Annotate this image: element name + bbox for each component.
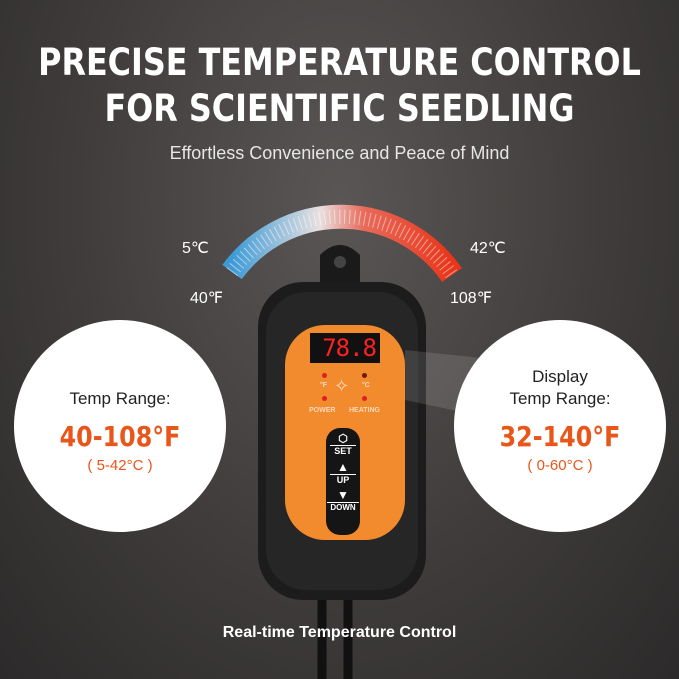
footer-caption: Real-time Temperature Control xyxy=(222,624,457,641)
sparkle-icon: ✧ xyxy=(334,376,350,396)
heating-led-icon xyxy=(362,396,367,401)
temperature-display: 78.8 xyxy=(310,333,380,363)
display-range-badge: Display Temp Range: 32-140°F ( 0-60°C ) xyxy=(454,320,666,532)
display-range-heading-1: Display xyxy=(532,367,588,386)
up-button[interactable]: ▲ UP xyxy=(326,456,360,485)
display-range-heading-2: Temp Range: xyxy=(509,389,611,408)
temp-range-celsius: ( 5-42°C ) xyxy=(87,457,153,474)
button-strip: ⬡ SET ▲ UP ▼ DOWN xyxy=(326,428,360,535)
f-indicator-led-icon xyxy=(322,373,327,378)
gauge-min-celsius: 5℃ xyxy=(182,240,209,257)
set-button[interactable]: ⬡ SET xyxy=(326,428,360,456)
gauge-min-fahrenheit: 40℉ xyxy=(190,290,224,307)
temp-range-value: 40-108°F xyxy=(59,420,181,453)
gauge-max-fahrenheit: 108℉ xyxy=(450,290,492,307)
c-indicator-led-icon xyxy=(362,373,367,378)
display-range-celsius: ( 0-60°C ) xyxy=(527,457,593,474)
display-range-value: 32-140°F xyxy=(499,420,621,453)
hexagon-icon: ⬡ xyxy=(338,433,348,445)
cable xyxy=(317,590,353,679)
unit-c-label: °C xyxy=(362,382,370,389)
temp-range-heading: Temp Range: xyxy=(69,389,171,408)
triangle-up-icon: ▲ xyxy=(337,460,349,474)
unit-f-label: °F xyxy=(320,382,328,389)
down-button[interactable]: ▼ DOWN xyxy=(326,485,360,512)
triangle-down-icon: ▼ xyxy=(337,488,349,502)
subtitle: Effortless Convenience and Peace of Mind xyxy=(169,143,510,163)
headline-line-1: PRECISE TEMPERATURE CONTROL xyxy=(38,41,641,84)
power-led-icon xyxy=(322,396,327,401)
temp-range-badge: Temp Range: 40-108°F ( 5-42°C ) xyxy=(14,320,226,532)
gauge-max-celsius: 42℃ xyxy=(470,240,506,257)
headline-line-2: FOR SCIENTIFIC SEEDLING xyxy=(104,87,575,130)
heating-label: HEATING xyxy=(349,407,380,414)
power-label: POWER xyxy=(309,407,336,414)
